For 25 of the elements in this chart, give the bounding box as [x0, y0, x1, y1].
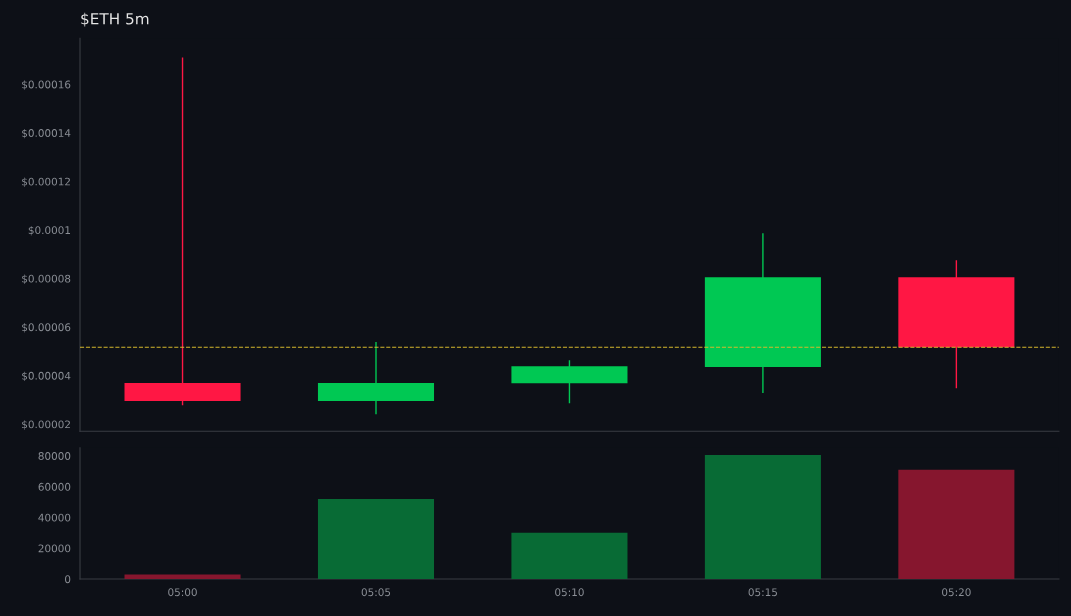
x-tick-label: 05:10 — [555, 588, 584, 597]
y-tick-label: $0.0001 — [28, 226, 71, 236]
bar — [704, 455, 821, 580]
bar — [511, 532, 628, 580]
x-tick-label: 05:05 — [361, 588, 391, 597]
y-tick-label: $0.00008 — [22, 274, 71, 284]
x-tick-label: 05:15 — [748, 588, 778, 597]
y-tick-label: $0.00002 — [22, 420, 70, 430]
y-tick-label: $0.00014 — [22, 128, 71, 139]
bar — [317, 498, 435, 580]
y-tick-label: 60000 — [38, 482, 71, 491]
y-tick-label: 80000 — [38, 452, 71, 460]
bar — [124, 574, 241, 580]
y-tick-label: $0.00006 — [22, 323, 71, 333]
candlestick — [124, 56, 241, 406]
y-tick-label: $0.00004 — [22, 371, 71, 382]
y-tick-label: $0.00016 — [22, 80, 71, 90]
x-tick-label: 05:00 — [168, 588, 197, 597]
y-tick-label: 0 — [65, 575, 71, 584]
y-tick-label: $0.00012 — [22, 177, 70, 187]
x-tick-label: 05:20 — [942, 588, 971, 597]
y-tick-label: 20000 — [38, 544, 71, 553]
bar — [898, 469, 1015, 580]
chart-title: $ETH 5m — [81, 12, 149, 27]
y-tick-label: 40000 — [38, 513, 71, 522]
